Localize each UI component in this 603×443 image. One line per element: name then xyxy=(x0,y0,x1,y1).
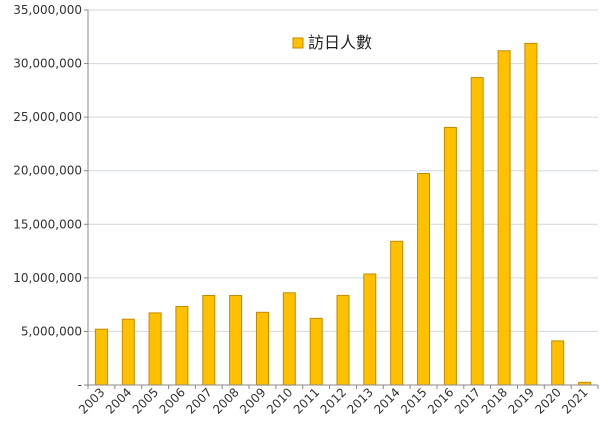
bar-2014 xyxy=(390,240,404,386)
x-tick-label: 2004 xyxy=(103,385,134,416)
x-tick-label: 2015 xyxy=(398,385,429,416)
x-tick-label: 2018 xyxy=(479,385,510,416)
y-tick-label: 10,000,000 xyxy=(13,271,82,285)
y-tick-label: 30,000,000 xyxy=(13,57,82,71)
bar-2019 xyxy=(524,42,538,386)
bar-2011 xyxy=(309,317,323,386)
x-tick-label: 2011 xyxy=(291,385,322,416)
bar-2003 xyxy=(94,328,108,386)
y-tick-label: 5,000,000 xyxy=(21,324,82,338)
bar-2005 xyxy=(148,312,162,386)
bar-2012 xyxy=(336,294,350,386)
x-tick-label: 2008 xyxy=(210,385,241,416)
x-tick-label: 2017 xyxy=(452,385,483,416)
y-tick-label: 15,000,000 xyxy=(13,217,82,231)
legend: 訪日人數 xyxy=(292,33,372,52)
y-tick-label: - xyxy=(78,378,82,392)
bar-2010 xyxy=(282,292,296,386)
gridlines xyxy=(88,9,598,332)
x-tick-label: 2016 xyxy=(425,385,456,416)
legend-label: 訪日人數 xyxy=(308,33,372,52)
bar-2018 xyxy=(497,50,511,386)
x-tick-label: 2006 xyxy=(157,385,188,416)
bar-2020 xyxy=(551,340,565,386)
x-tick-label: 2020 xyxy=(532,385,563,416)
bar-2013 xyxy=(363,273,377,386)
x-tick-label: 2007 xyxy=(183,385,214,416)
bar-2006 xyxy=(175,306,189,386)
x-axis-ticks: 2003200420052006200720082009201020112012… xyxy=(76,385,599,417)
axes xyxy=(87,10,598,386)
x-tick-label: 2009 xyxy=(237,385,268,416)
x-tick-label: 2019 xyxy=(506,385,537,416)
bar-2008 xyxy=(229,295,243,386)
y-tick-label: 20,000,000 xyxy=(13,164,82,178)
y-tick-label: 35,000,000 xyxy=(13,3,82,17)
legend-swatch xyxy=(292,37,304,49)
bar-2007 xyxy=(202,295,216,386)
bar-2016 xyxy=(443,126,457,386)
bar-2009 xyxy=(256,311,269,386)
bar-2017 xyxy=(470,77,484,386)
bars xyxy=(94,42,592,386)
x-tick-label: 2014 xyxy=(371,385,402,416)
y-tick-label: 25,000,000 xyxy=(13,110,82,124)
x-tick-label: 2021 xyxy=(559,385,590,416)
x-tick-label: 2010 xyxy=(264,385,295,416)
bar-2015 xyxy=(417,173,430,386)
x-tick-label: 2013 xyxy=(344,385,375,416)
x-tick-label: 2005 xyxy=(130,385,161,416)
y-axis-ticks: - 5,000,000 10,000,000 15,000,000 20,000,000… xyxy=(13,3,88,392)
x-tick-label: 2012 xyxy=(318,385,349,416)
bar-2004 xyxy=(121,318,135,386)
